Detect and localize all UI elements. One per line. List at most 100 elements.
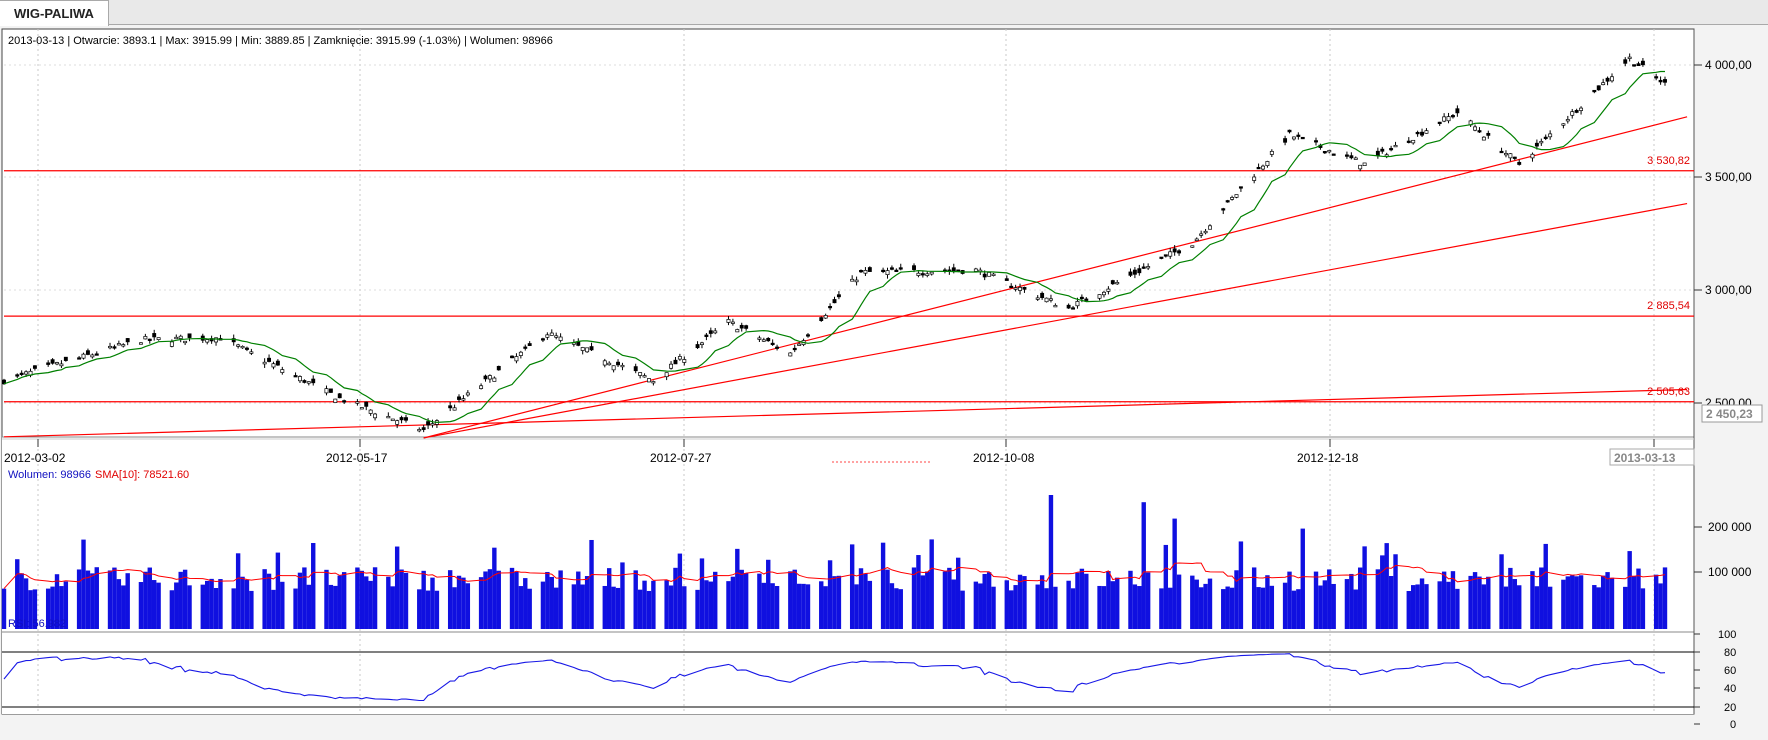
volume-sma-legend: SMA[10]: 78521.60	[95, 469, 189, 481]
candle-body	[280, 369, 285, 373]
candle-body	[1053, 305, 1058, 308]
volume-bar	[642, 580, 647, 629]
candle-body	[1159, 256, 1164, 259]
volume-bar	[589, 539, 594, 629]
volume-bar	[925, 571, 930, 629]
volume-bar	[465, 583, 471, 629]
candle-body	[677, 356, 682, 360]
volume-bar	[509, 567, 515, 629]
volume-bar	[1468, 575, 1473, 629]
candle-body	[982, 273, 987, 278]
candle-body	[1269, 150, 1274, 155]
candle-body	[806, 334, 810, 337]
candle-body	[236, 344, 241, 347]
candle-body	[823, 315, 828, 319]
volume-bar	[682, 586, 687, 629]
candle-body	[205, 339, 210, 343]
volume-bar	[1503, 586, 1509, 629]
candle-body	[355, 401, 360, 404]
candle-body	[492, 377, 497, 382]
volume-tick-label-100k: 100 000	[1708, 565, 1752, 579]
volume-bar	[1353, 589, 1358, 629]
volume-bar	[1565, 576, 1571, 629]
candle-body	[730, 321, 735, 324]
volume-bar	[19, 573, 24, 629]
rsi-panel	[2, 632, 1694, 714]
volume-bar	[425, 590, 431, 629]
volume-bar	[1128, 570, 1133, 629]
volume-bar	[739, 569, 744, 629]
volume-bar	[677, 553, 683, 629]
rsi-tick-100: 100	[1718, 629, 1736, 641]
candle-body	[448, 405, 453, 409]
volume-bar	[147, 567, 152, 629]
candle-body	[1203, 230, 1208, 234]
candle-body	[1455, 108, 1460, 114]
candle-body	[611, 365, 616, 371]
volume-bar	[978, 583, 983, 629]
volume-bar	[1344, 579, 1350, 629]
rsi-line	[3, 653, 1666, 702]
volume-bar	[205, 580, 210, 629]
tab-wig-paliwa[interactable]: WIG-PALIWA	[0, 0, 109, 26]
candle-body	[94, 353, 99, 356]
volume-bar	[218, 579, 223, 629]
candle-body	[819, 317, 824, 321]
volume-bar	[695, 589, 700, 629]
candle-body	[1534, 142, 1539, 147]
volume-bar	[951, 579, 956, 629]
volume-bar	[885, 569, 890, 629]
candle-body	[673, 359, 678, 365]
candle-body	[77, 357, 82, 360]
rsi-tick-0: 0	[1730, 719, 1736, 731]
candle-body	[19, 372, 24, 375]
volume-bar	[1517, 585, 1522, 629]
candle-body	[788, 352, 793, 357]
chart-area[interactable]: 2013-03-13 | Otwarcie: 3893.1 | Max: 391…	[0, 25, 1768, 740]
candle-body	[638, 372, 643, 376]
candle-body	[1331, 153, 1336, 156]
volume-bar	[1296, 589, 1301, 629]
candle-body	[1499, 150, 1504, 154]
candle-body	[1084, 298, 1089, 301]
candle-body	[1097, 294, 1102, 299]
volume-bar	[1039, 575, 1045, 629]
candle-body	[1543, 136, 1548, 139]
candle-body	[1415, 131, 1420, 135]
volume-bar	[1331, 583, 1336, 629]
volume-bar	[1574, 576, 1579, 629]
candle-body	[245, 347, 249, 350]
volume-bar	[1070, 588, 1076, 629]
candle-body	[1291, 136, 1296, 140]
candle-body	[178, 335, 183, 339]
price-tick-3500: 3 500,00	[1705, 170, 1752, 184]
candle-body	[15, 374, 20, 377]
volume-bar	[1141, 502, 1146, 629]
rsi-tick-60: 60	[1724, 665, 1736, 677]
volume-bar	[1596, 587, 1601, 629]
candle-body	[1504, 153, 1508, 156]
candle-body	[1446, 116, 1451, 122]
volume-bar	[1269, 585, 1275, 629]
candle-body	[1477, 130, 1482, 133]
volume-bar	[231, 588, 236, 629]
candle-body	[797, 343, 802, 346]
candle-body	[912, 265, 916, 270]
volume-bar	[1229, 587, 1235, 629]
volume-bar	[121, 585, 126, 629]
candle-body	[523, 346, 528, 349]
price-axis: 4 000,00 3 500,00 3 000,00 2 500,00	[1694, 58, 1752, 410]
candle-body	[916, 272, 921, 276]
volume-bar	[867, 580, 873, 629]
volume-bar	[235, 553, 241, 629]
volume-bar	[1137, 586, 1142, 629]
volume-bar	[1097, 585, 1102, 629]
volume-bar	[1115, 577, 1120, 629]
volume-bar	[1260, 587, 1266, 629]
candle-body	[1570, 111, 1575, 116]
volume-bar	[174, 582, 179, 629]
volume-bar	[311, 543, 316, 629]
volume-bar	[1075, 572, 1080, 629]
tab-bar: WIG-PALIWA	[0, 0, 1768, 26]
volume-bar	[240, 576, 245, 629]
